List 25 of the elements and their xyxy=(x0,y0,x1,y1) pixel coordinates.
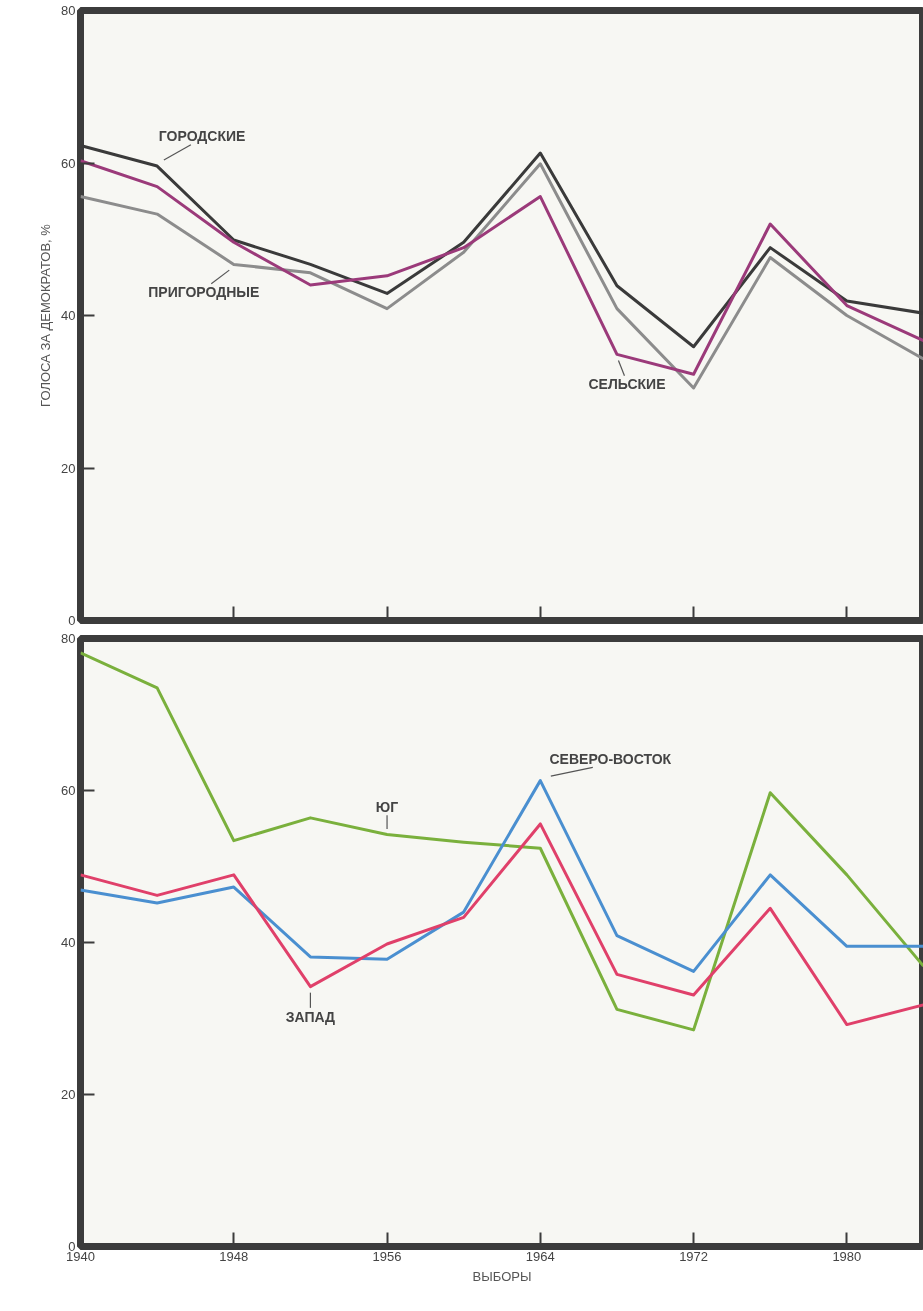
line-series xyxy=(80,822,923,1027)
x-tick-label: 1972 xyxy=(679,1248,709,1264)
series-label: СЕЛЬСКИЕ xyxy=(588,376,666,393)
x-tick-label: 1948 xyxy=(219,1248,249,1264)
line-series xyxy=(80,779,923,973)
series-label: СЕВЕРО-ВОСТОК xyxy=(549,750,672,767)
series-label: ЮГ xyxy=(375,798,399,815)
text: ЗАПАД xyxy=(285,1008,336,1025)
y-tick-label: 80 xyxy=(61,3,76,18)
y-tick-label: 60 xyxy=(61,155,76,171)
y-tick-label: 40 xyxy=(61,308,76,323)
x-axis-title: ВЫБОРЫ xyxy=(472,1268,532,1284)
y-tick-label: 40 xyxy=(61,935,76,950)
y-tick-label: 0 xyxy=(68,613,76,628)
y-tick-label: 20 xyxy=(61,1087,76,1102)
y-tick-label: 80 xyxy=(61,631,76,646)
series-label: ПРИГОРОДНЫЕ xyxy=(148,284,260,301)
series-label: ГОРОДСКИЕ xyxy=(158,128,246,145)
line-series xyxy=(80,651,923,1032)
y-axis-title: ГОЛОСА ЗА ДЕМОКРАТОВ, % xyxy=(38,223,54,407)
x-tick-label: 1980 xyxy=(832,1248,862,1264)
x-tick-label: 1964 xyxy=(525,1248,555,1264)
y-tick-label: 20 xyxy=(61,460,76,476)
y-tick-label: 60 xyxy=(61,783,76,798)
x-tick-label: 1956 xyxy=(372,1248,402,1264)
